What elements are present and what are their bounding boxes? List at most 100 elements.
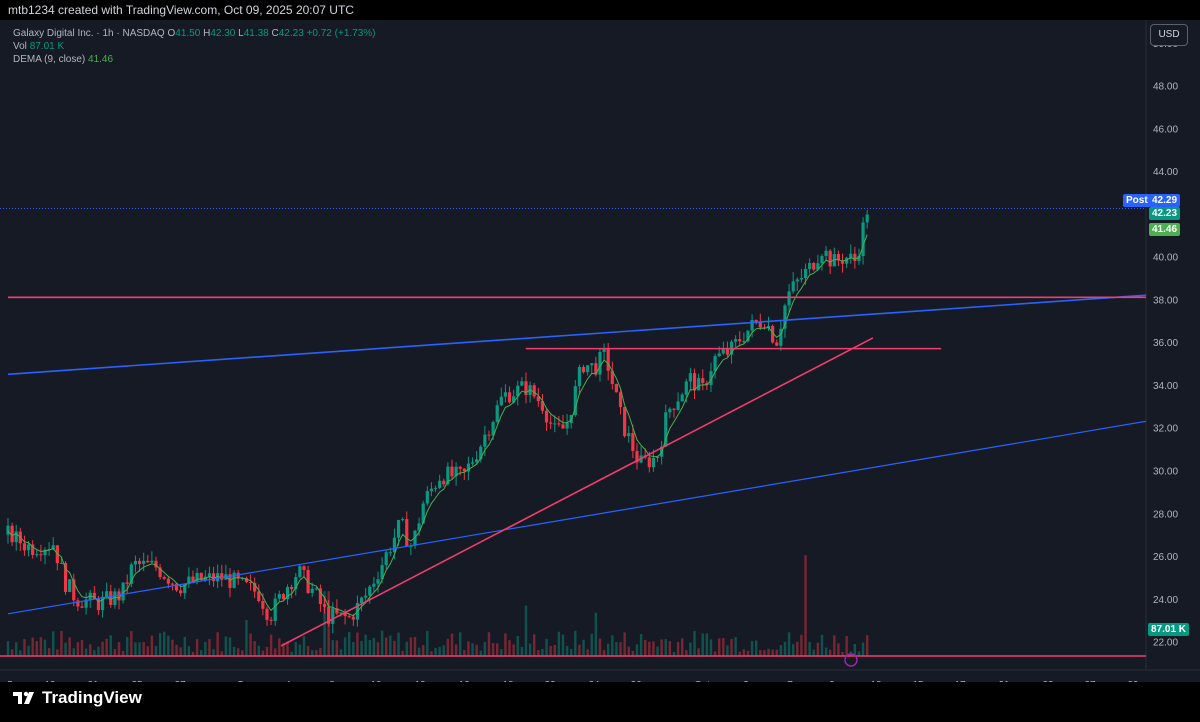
candle-body [651,457,656,468]
candle-body [417,523,421,531]
volume-bar [430,651,433,656]
volume-bar [101,641,104,656]
candle-body [746,330,750,342]
candle-body [520,381,524,386]
volume-bar [833,635,836,656]
candle-body [849,253,853,258]
tradingview-logo[interactable]: TradingView [12,688,142,708]
candle-body [187,576,191,585]
y-tick-label: 46.00 [1153,124,1178,135]
volume-bar [154,646,158,656]
volume-bar [306,646,310,656]
volume-bar [685,650,688,656]
volume-bar [598,638,602,656]
candle-body [302,566,306,570]
volume-bar [746,650,750,656]
volume-bar [343,637,347,656]
x-tick-label: 21 [87,680,99,682]
x-tick-label: 22 [544,680,556,682]
x-tick-label: 9 [829,680,835,682]
volume-bar [339,649,343,656]
candle-body [754,320,758,322]
candle-body [142,560,146,565]
volume-bar [27,645,30,656]
volume-bar [47,648,51,656]
candle-body [680,394,684,402]
volume-bar [738,651,741,656]
volume-bar [549,645,552,656]
candle-body [405,519,409,547]
candle-body [771,326,775,343]
volume-bar [467,641,470,656]
candle-body [857,256,861,261]
y-tick-label: 22.00 [1153,638,1178,649]
volume-bar [352,641,355,656]
volume-bar [574,630,577,656]
y-tick-label: 34.00 [1153,381,1178,392]
volume-bar [582,639,585,656]
candle-body [421,503,425,524]
volume-bar [701,633,704,656]
volume-bar [121,650,125,656]
volume-bar [676,641,680,656]
volume-bar [705,633,709,656]
open-value: 41.50 [175,28,201,39]
candle-body [351,616,355,620]
y-tick-label: 40.00 [1153,253,1178,264]
volume-bar [43,639,47,656]
volume-bar [627,646,630,656]
volume-bar [652,641,655,656]
x-tick-label: 15 [912,680,924,682]
candle-body [803,268,808,278]
candle-body [450,466,454,477]
candle-body [742,341,746,343]
volume-bar [578,644,581,656]
volume-legend-row[interactable]: Vol 87.01 K [13,40,376,53]
volume-bar [31,637,34,656]
candle-body [248,582,253,584]
volume-bar [19,650,22,656]
candle-body [183,584,187,594]
volume-bar [200,650,203,656]
candle-body [339,612,343,614]
x-tick-label: 27 [174,680,186,682]
volume-bar [767,648,770,656]
symbol-title[interactable]: Galaxy Digital Inc. · 1h · NASDAQ [13,28,165,39]
candle-body [442,480,446,485]
candle-body [285,586,290,600]
candle-body [565,422,569,429]
candle-body [318,588,323,605]
volume-bar [783,641,787,656]
volume-bar [537,650,540,656]
dema-legend-row[interactable]: DEMA (9, close) 41.46 [13,53,376,66]
candle-body [586,365,590,373]
volume-bar [606,643,610,656]
x-tick-label: 8 [329,680,335,682]
candle-body [244,577,249,583]
candle-body [401,519,405,521]
candle-body [631,433,635,451]
candle-body [783,305,787,329]
candle-body [462,468,466,472]
price-chart[interactable]: 22.00 24.00 26.00 28.00 30.00 32.00 34.00 36.00… [0,20,1200,682]
volume-bar [759,650,762,656]
volume-bar [812,649,815,656]
volume-bar [109,635,112,656]
currency-button[interactable]: USD [1150,24,1188,46]
volume-bar [561,634,565,656]
volume-bar [463,650,466,656]
candle-body [553,423,557,425]
candle-body [376,579,380,584]
candle-body [692,373,697,391]
volume-bar [483,641,487,656]
volume-bar [528,643,532,656]
candle-body [216,573,220,582]
candle-body [544,410,549,423]
volume-bar [648,641,651,656]
candle-body [137,560,142,565]
volume-bar [393,640,396,656]
volume-bar [257,645,260,656]
candle-body [298,566,302,577]
volume-bar [800,634,803,656]
candle-body [853,253,857,261]
